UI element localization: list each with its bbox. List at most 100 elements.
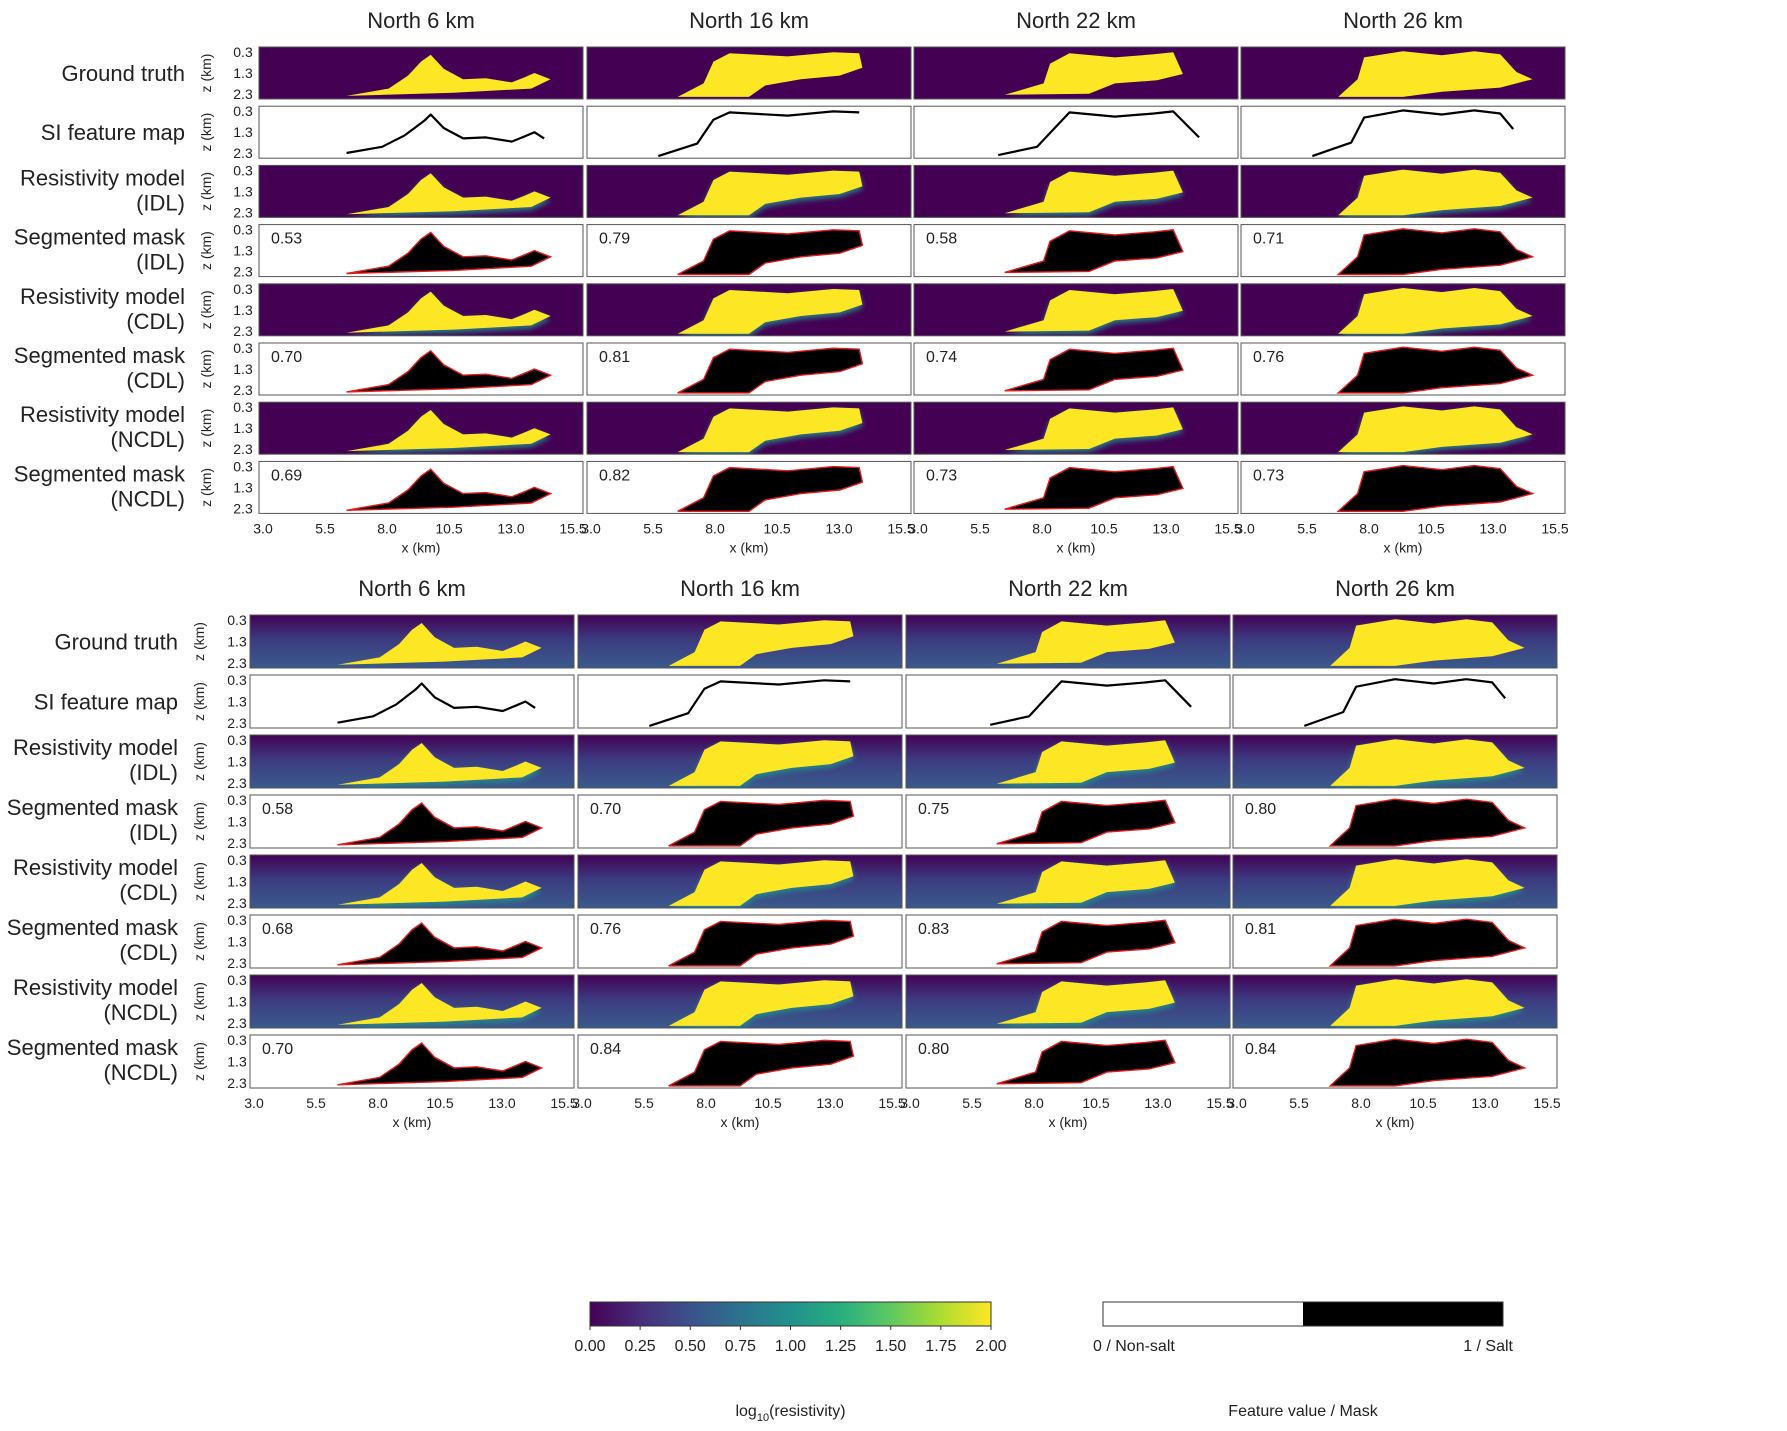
truth-outline	[1004, 465, 1184, 510]
z-tick-label: 0.3	[233, 281, 253, 297]
panel-frame	[249, 974, 575, 1029]
segmented-salt	[346, 232, 551, 274]
z-axis-label: z (km)	[191, 622, 207, 661]
z-axis-label: z (km)	[198, 350, 214, 389]
row-label: Segmented mask	[14, 225, 186, 250]
mask-colorbar-right-label: 1 / Salt	[1463, 1338, 1513, 1355]
background	[259, 106, 583, 159]
panel-frame	[905, 1034, 1231, 1089]
row-label: Resistivity model	[20, 165, 185, 190]
x-tick-label: 5.5	[962, 1095, 982, 1111]
score-label: 0.83	[918, 921, 949, 938]
z-tick-label: 0.3	[227, 972, 247, 988]
panel-frame	[249, 614, 575, 669]
truth-outline	[1328, 918, 1527, 967]
panel-frame	[905, 734, 1231, 789]
row-label: (NCDL)	[103, 1060, 178, 1085]
column-title: North 6 km	[367, 8, 475, 33]
salt-boundary-line	[657, 110, 860, 158]
x-tick-label: 8.0	[368, 1095, 388, 1111]
x-tick-label: 13.0	[816, 1095, 843, 1111]
panel-frame	[905, 974, 1231, 1029]
segmented-salt	[1004, 466, 1183, 510]
panel-mask: 0.69	[258, 460, 584, 514]
panel-mask: 0.80	[905, 1034, 1231, 1089]
x-tick-label: 15.5	[1206, 1095, 1233, 1111]
panel-frame	[249, 794, 575, 849]
panel-frame	[586, 460, 912, 514]
colorbar-tick-label: 0.75	[725, 1338, 756, 1355]
score-label: 0.71	[1253, 231, 1284, 248]
z-tick-label: 2.3	[227, 895, 247, 911]
panel-frame	[258, 105, 584, 159]
panel-feature	[905, 674, 1231, 729]
panel-frame	[586, 401, 912, 455]
z-tick-label: 1.3	[233, 243, 253, 259]
salt-body	[668, 980, 854, 1026]
panel-frame	[905, 854, 1231, 909]
panel-frame	[1232, 854, 1558, 909]
panel-frame	[577, 794, 903, 849]
x-tick-label: 5.5	[643, 520, 663, 536]
row-label: (CDL)	[119, 940, 178, 965]
z-tick-label: 2.3	[227, 1015, 247, 1031]
z-tick-label: 1.3	[233, 361, 253, 377]
panel-row-resistivity: Resistivity model(CDL) z (km) 0.3 1.3 2.3	[13, 852, 1558, 911]
panel-feature	[249, 674, 575, 729]
truth-outline	[1004, 347, 1184, 392]
z-tick-label: 2.3	[227, 715, 247, 731]
panel-truth	[586, 46, 912, 100]
panel-truth	[1240, 46, 1566, 100]
panel-frame	[913, 105, 1239, 159]
panel-row-resistivity: Resistivity model(CDL) z (km) 0.3 1.3 2.3	[20, 281, 1566, 339]
panel-mask: 0.73	[913, 460, 1239, 514]
panel-resistivity	[913, 164, 1239, 218]
panel-row-mask: Segmented mask(NCDL) z (km) 0.3 1.3 2.3 0.70 0…	[7, 1032, 1558, 1091]
z-tick-label: 2.3	[227, 835, 247, 851]
panel-frame	[913, 224, 1239, 278]
score-label: 0.58	[262, 801, 293, 818]
z-tick-label: 0.3	[227, 612, 247, 628]
z-axis-label: z (km)	[191, 982, 207, 1021]
z-tick-label: 1.3	[227, 934, 247, 950]
salt-body	[1338, 288, 1533, 334]
panel-mask: 0.68	[249, 914, 575, 969]
panel-resistivity	[577, 734, 903, 789]
panel-truth	[249, 614, 575, 669]
panel-mask: 0.76	[1240, 342, 1566, 396]
background	[578, 675, 902, 728]
z-axis-label: z (km)	[191, 1042, 207, 1081]
panel-mask: 0.70	[577, 794, 903, 849]
truth-outline	[346, 349, 553, 393]
x-tick-label: 5.5	[306, 1095, 326, 1111]
segmented-salt	[337, 923, 542, 965]
mask-colorbar-white	[1103, 1302, 1303, 1326]
x-tick-label: 10.5	[763, 520, 790, 536]
truth-outline	[1336, 346, 1535, 394]
salt-boundary-line	[337, 682, 536, 724]
score-label: 0.76	[1253, 349, 1284, 366]
resistivity-colorbar-title: log10(resistivity)	[735, 1403, 845, 1424]
colorbar-tick-label: 2.00	[975, 1338, 1006, 1355]
figure-block-2: North 6 km North 16 km North 22 km North 26…	[7, 576, 1561, 1130]
salt-body	[996, 740, 1175, 784]
segmented-salt	[1330, 919, 1525, 966]
panel-frame	[258, 164, 584, 218]
x-tick-label: 10.5	[754, 1095, 781, 1111]
x-tick-label: 5.5	[634, 1095, 654, 1111]
salt-body	[996, 980, 1175, 1024]
z-tick-label: 0.3	[227, 672, 247, 688]
salt-body	[1338, 169, 1533, 216]
z-tick-label: 1.3	[233, 65, 253, 81]
segmented-salt	[337, 803, 542, 845]
row-label: (NCDL)	[110, 486, 185, 511]
colorbar-tick-label: 0.25	[625, 1338, 656, 1355]
score-label: 0.68	[262, 921, 293, 938]
salt-body	[677, 289, 863, 334]
z-tick-label: 2.3	[233, 323, 253, 339]
row-label: Resistivity model	[20, 284, 185, 309]
panel-feature	[577, 674, 903, 729]
panel-frame	[586, 105, 912, 159]
salt-body	[1004, 170, 1183, 214]
